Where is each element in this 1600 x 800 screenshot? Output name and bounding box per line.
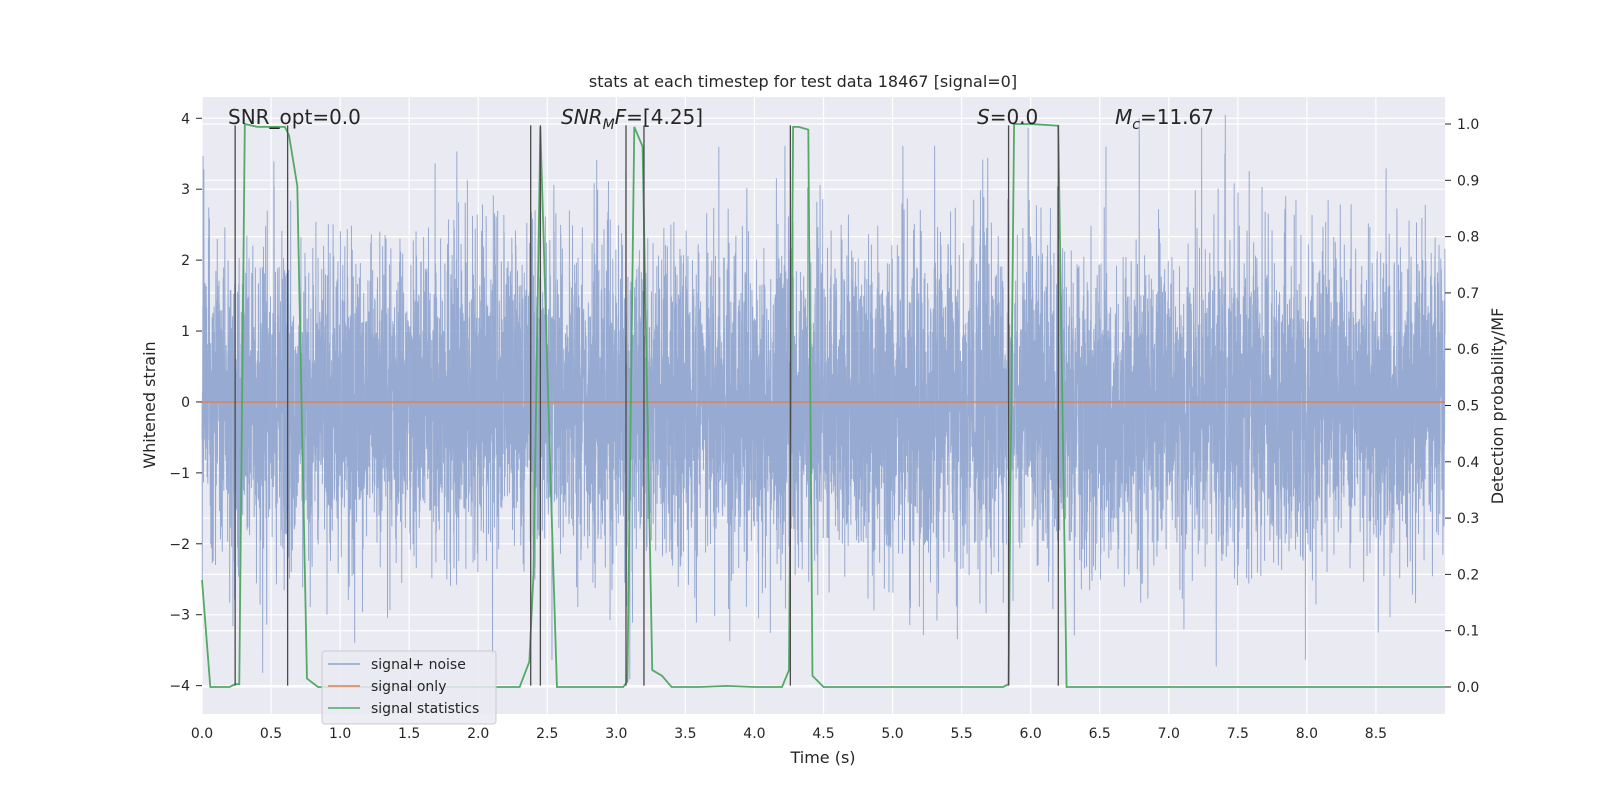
y-right-tick-label: 0.7: [1457, 286, 1479, 302]
annotation-s: S=0.0: [977, 105, 1038, 129]
legend-label-signal: signal only: [371, 679, 446, 695]
x-tick-label: 3.5: [674, 726, 696, 742]
x-axis-label: Time (s): [789, 748, 855, 767]
x-tick-label: 4.0: [743, 726, 765, 742]
legend-label-noise: signal+ noise: [371, 657, 466, 673]
x-tick-label: 6.0: [1020, 726, 1042, 742]
y-right-tick-label: 0.6: [1457, 342, 1479, 358]
chart-title: stats at each timestep for test data 184…: [589, 72, 1017, 91]
x-tick-label: 7.0: [1158, 726, 1180, 742]
x-tick-label: 1.0: [329, 726, 351, 742]
snr-mf-value: =[4.25]: [626, 105, 703, 129]
legend-label-stats: signal statistics: [371, 701, 479, 717]
y-right-tick-label: 0.3: [1457, 511, 1479, 527]
y-right-tick-label: 0.9: [1457, 173, 1479, 189]
annotation-snr-opt: SNR_opt=0.0: [228, 105, 361, 129]
snr-mf-tail: F: [615, 105, 627, 129]
y-right-tick-label: 0.4: [1457, 455, 1479, 471]
y-left-tick-label: −3: [169, 608, 190, 624]
y-right-tick-label: 0.2: [1457, 567, 1479, 583]
s-value: =0.0: [990, 105, 1039, 129]
y-right-axis-label: Detection probability/MF: [1488, 308, 1507, 505]
signal-noise-series: [201, 114, 1446, 680]
y-left-tick-label: 0: [181, 395, 190, 411]
signal-statistics-series: [201, 122, 1445, 688]
y-right-tick-label: 0.0: [1457, 680, 1479, 696]
y-left-tick-label: 1: [181, 324, 190, 340]
y-right-axis-ticks: 1.0 0.9 0.8 0.7 0.6 0.5 0.4 0.3 0.2 0.1 0.0: [1445, 117, 1479, 696]
y-left-tick-label: 2: [181, 253, 190, 269]
mc-main: M: [1115, 105, 1132, 129]
snr-mf-main: SNR: [561, 105, 603, 129]
x-tick-label: 4.5: [812, 726, 834, 742]
y-left-axis-label: Whitened strain: [140, 341, 159, 468]
x-tick-label: 8.5: [1365, 726, 1387, 742]
annotation-snr-mf: SNRMF=[4.25]: [561, 105, 703, 133]
y-left-tick-label: 3: [181, 182, 190, 198]
y-left-tick-label: 4: [181, 111, 190, 127]
x-tick-label: 6.5: [1089, 726, 1111, 742]
s-symbol: S: [977, 105, 990, 129]
x-tick-label: 8.0: [1296, 726, 1318, 742]
y-right-tick-label: 1.0: [1457, 117, 1479, 133]
y-left-tick-label: −2: [169, 537, 190, 553]
legend: signal+ noise signal only signal statist…: [321, 650, 497, 725]
x-tick-label: 3.0: [605, 726, 627, 742]
x-tick-label: 2.0: [467, 726, 489, 742]
snr-mf-sub: M: [603, 117, 615, 133]
noise-line: [201, 114, 1446, 680]
mc-value: =11.67: [1140, 105, 1214, 129]
x-tick-label: 2.5: [536, 726, 558, 742]
x-tick-label: 0.0: [191, 726, 213, 742]
statistics-line: [201, 122, 1445, 688]
legend-box: [321, 650, 497, 725]
x-tick-label: 5.0: [881, 726, 903, 742]
y-right-tick-label: 0.8: [1457, 230, 1479, 246]
annotation-mc: Mc=11.67: [1115, 105, 1214, 133]
y-left-axis-ticks: 4 3 2 1 0 −1 −2 −3 −4: [169, 111, 202, 695]
y-right-tick-label: 0.5: [1457, 399, 1479, 415]
x-tick-label: 1.5: [398, 726, 420, 742]
y-left-tick-label: −4: [169, 679, 190, 695]
x-axis-ticks: 0.0 0.5 1.0 1.5 2.0 2.5 3.0 3.5 4.0 4.5 5.0 5.5 6.0 6…: [191, 726, 1387, 742]
x-tick-label: 7.5: [1227, 726, 1249, 742]
y-left-tick-label: −1: [169, 466, 190, 482]
x-tick-label: 0.5: [260, 726, 282, 742]
vertical-markers: [234, 125, 1059, 686]
x-tick-label: 5.5: [950, 726, 972, 742]
mc-sub: c: [1132, 117, 1140, 133]
y-right-tick-label: 0.1: [1457, 624, 1479, 640]
